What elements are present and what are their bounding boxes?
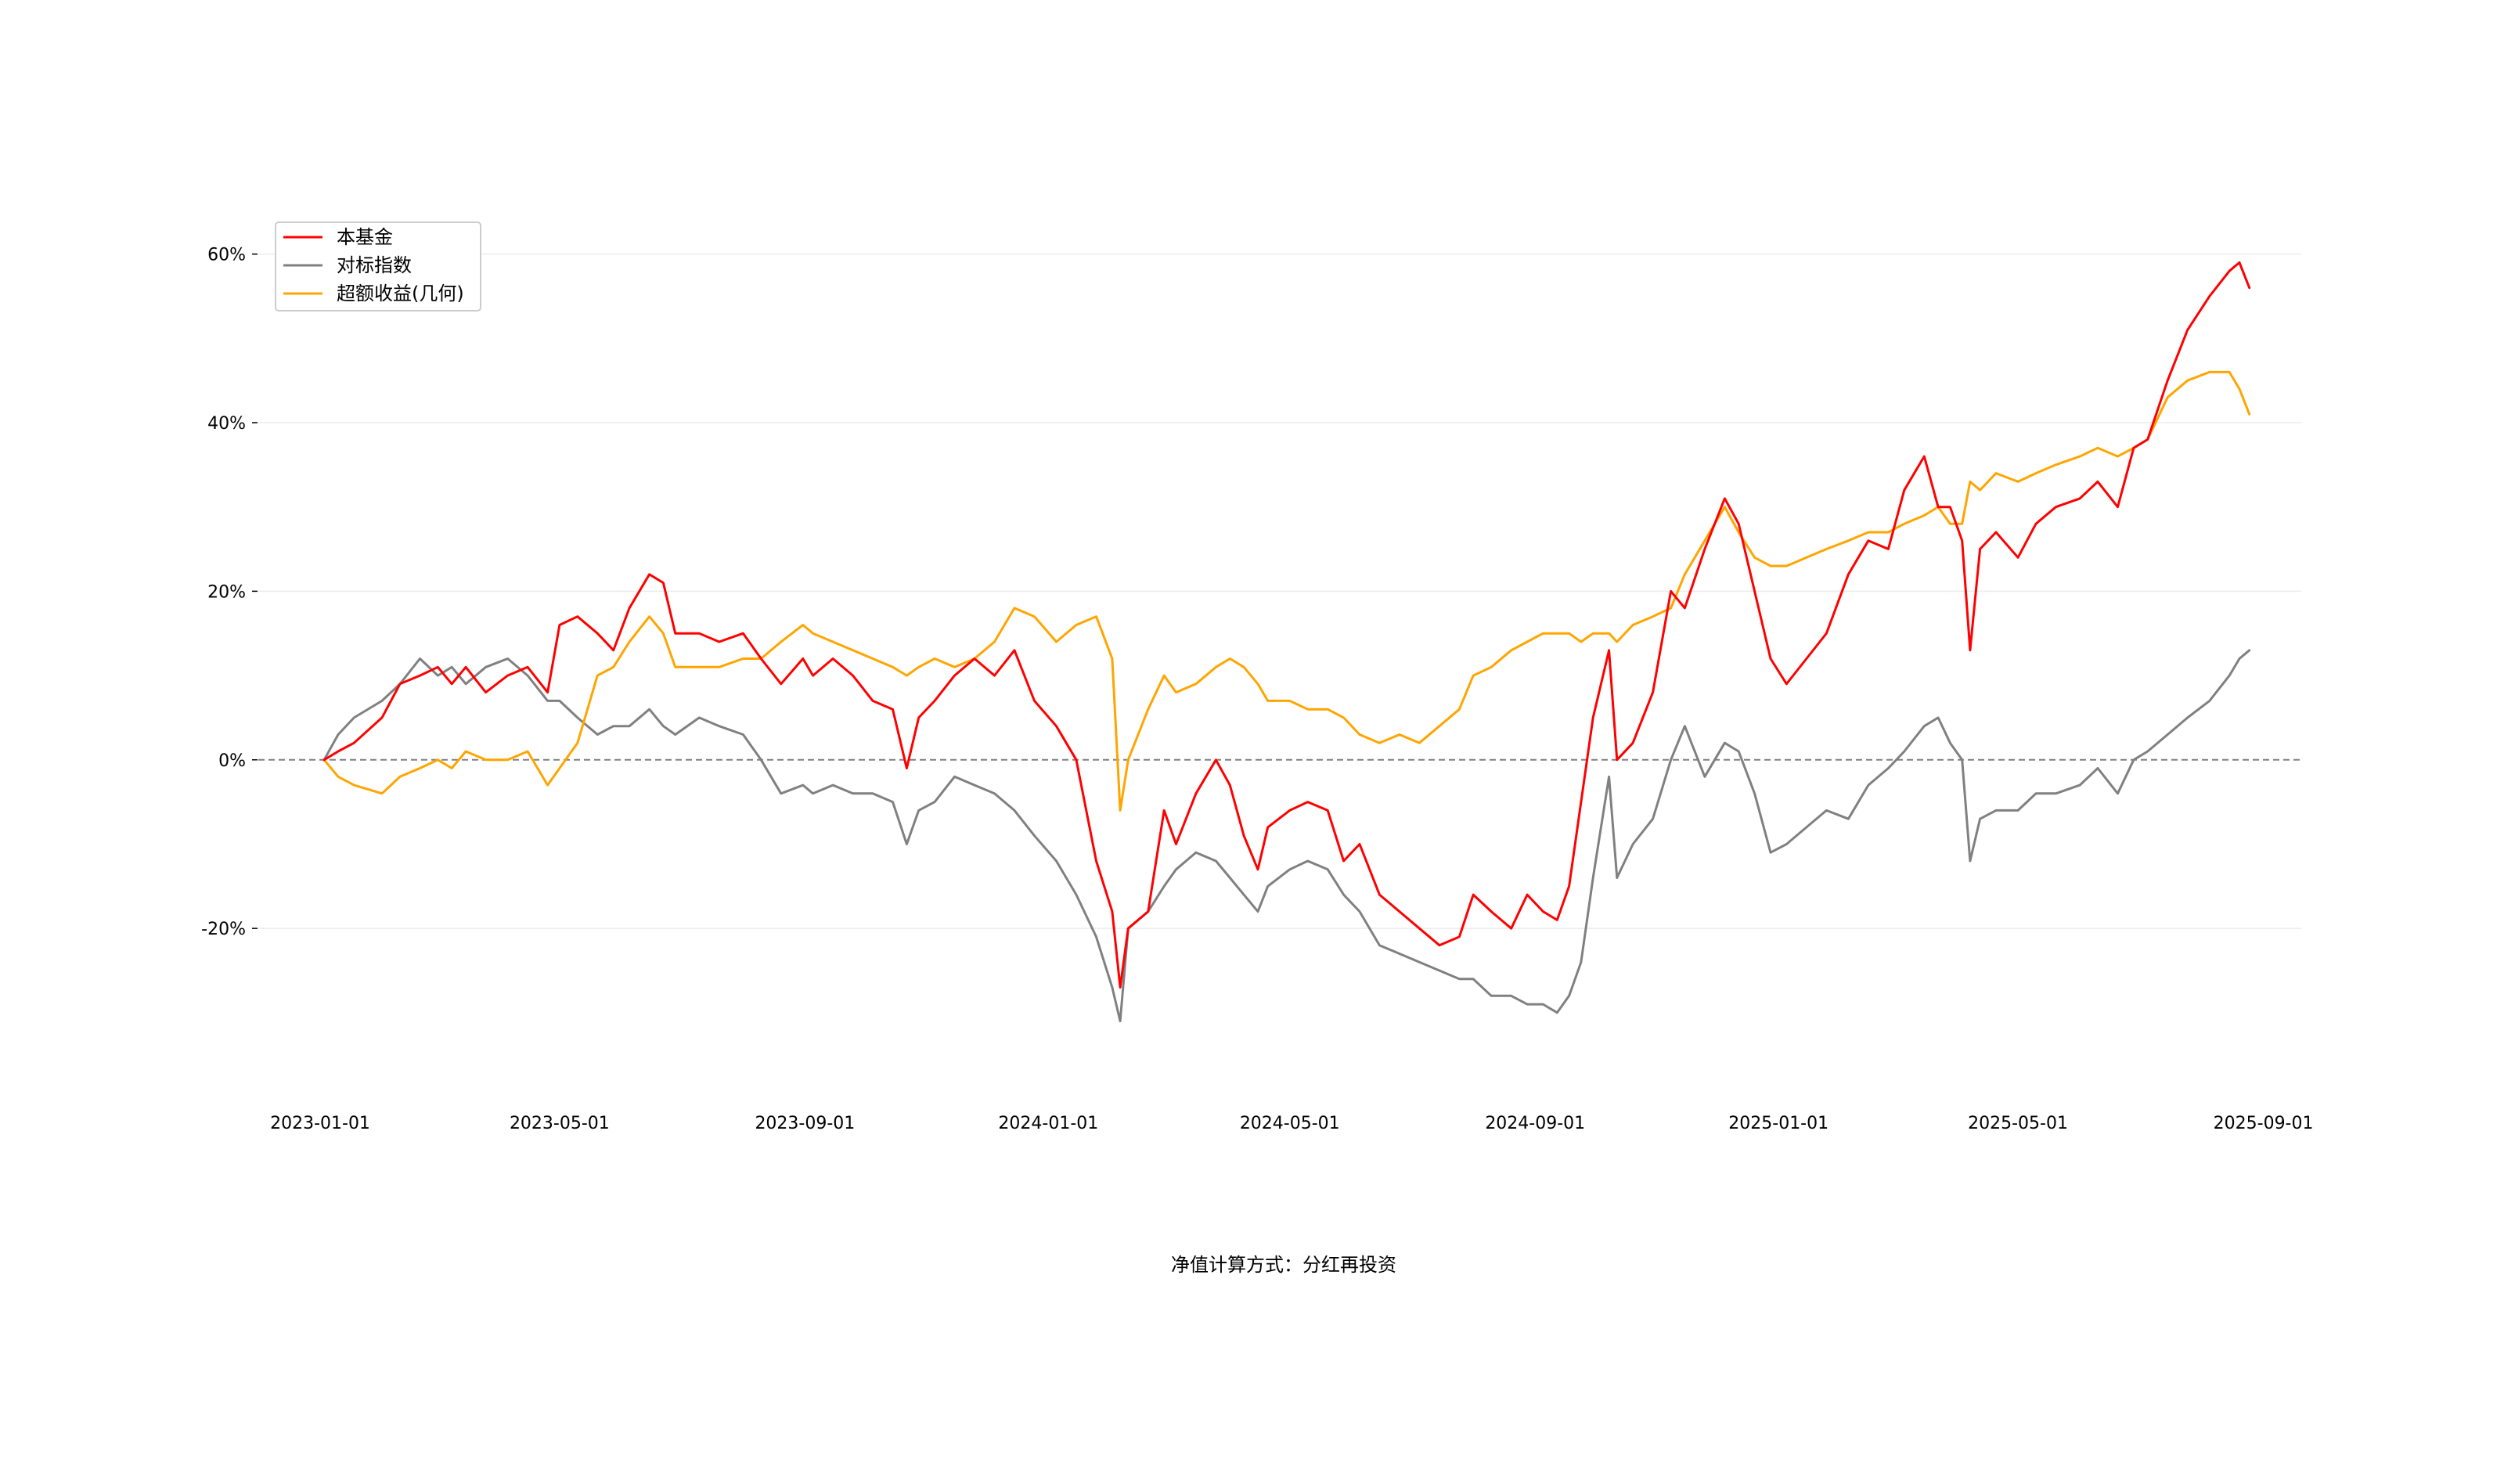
x-tick-label: 2023-05-01 <box>510 1114 610 1133</box>
y-tick-label: 0% <box>218 751 246 771</box>
series-line-excess-return <box>322 370 2251 812</box>
legend-label-excess-return: 超额收益(几何) <box>337 283 464 304</box>
y-tick-label: 20% <box>207 582 246 602</box>
x-tick-label: 2024-05-01 <box>1240 1114 1340 1133</box>
x-tick-label: 2025-01-01 <box>1728 1114 1828 1133</box>
y-tick-label: -20% <box>201 920 246 939</box>
legend[interactable]: 本基金 对标指数 超额收益(几何) <box>275 222 481 312</box>
x-tick-label: 2023-01-01 <box>270 1114 370 1133</box>
legend-item-excess-return[interactable]: 超额收益(几何) <box>283 283 464 304</box>
legend-label-benchmark: 对标指数 <box>337 254 412 276</box>
x-axis: 2023-01-01 2023-05-01 2023-09-01 2024-01-01… <box>270 1114 2313 1133</box>
y-axis: -20% 0% 20% 40% 60% <box>201 246 258 939</box>
series-line-benchmark <box>322 649 2251 1023</box>
series-line-fund <box>322 261 2251 989</box>
nav-method-note: 净值计算方式：分红再投资 <box>1171 1254 1396 1276</box>
x-tick-label: 2025-05-01 <box>1968 1114 2068 1133</box>
legend-label-fund: 本基金 <box>337 226 393 248</box>
legend-frame <box>275 222 481 312</box>
x-tick-label: 2024-09-01 <box>1485 1114 1585 1133</box>
y-tick-label: 60% <box>207 246 246 265</box>
x-tick-label: 2023-09-01 <box>755 1114 855 1133</box>
grid-layer <box>258 253 2301 929</box>
x-tick-label: 2025-09-01 <box>2214 1114 2314 1133</box>
legend-item-fund[interactable]: 本基金 <box>283 226 393 248</box>
series-layer <box>322 261 2251 1023</box>
x-tick-label: 2024-01-01 <box>998 1114 1098 1133</box>
y-tick-label: 40% <box>207 414 246 434</box>
legend-item-benchmark[interactable]: 对标指数 <box>283 254 412 276</box>
